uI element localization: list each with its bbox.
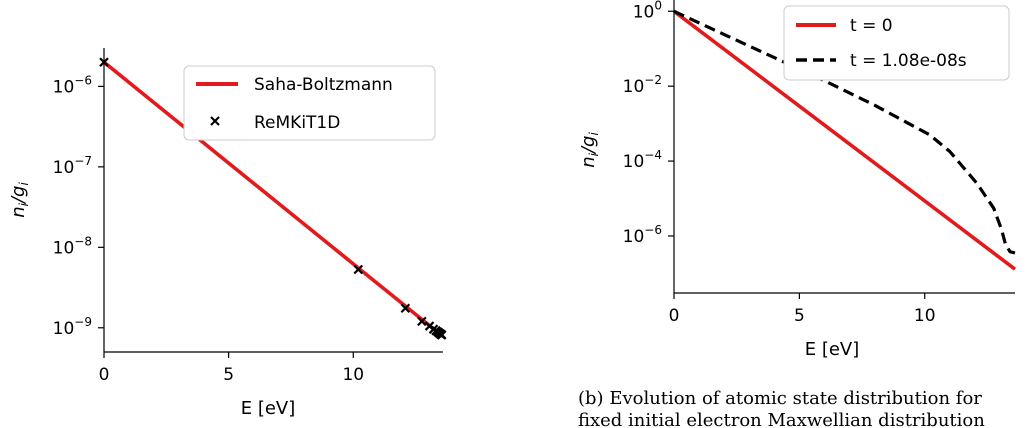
caption-line-2: fixed initial electron Maxwellian distri… [578, 410, 985, 428]
right-chart: 0 5 10 100 10−2 10−4 10−6 E [eV] ni/gi t = 0 t… [578, 0, 1017, 360]
right-ticks: 0 5 10 100 10−2 10−4 10−6 [623, 0, 936, 326]
left-legend: Saha-Boltzmann ReMKiT1D [183, 65, 436, 141]
caption-text-1: Evolution of atomic state distribution f… [609, 388, 982, 409]
left-series-line-0 [102, 60, 445, 338]
right-y-tick-label: 10−2 [623, 73, 662, 97]
right-legend-label-t1: t = 1.08e-08s [850, 51, 967, 71]
right-legend-label-t0: t = 0 [850, 16, 893, 36]
right-y-tick-label: 100 [633, 0, 662, 22]
right-x-tick-label: 10 [914, 306, 936, 326]
left-data-point-x-marker [436, 330, 447, 340]
left-x-tick-label: 0 [99, 365, 110, 385]
left-y-tick-label: 10−7 [53, 154, 92, 178]
left-chart: 0 5 10 10−6 10−7 10−8 10−9 E [eV] ni/gi Saha-B… [8, 48, 447, 419]
right-y-tick-label: 10−4 [623, 148, 662, 172]
right-y-axis-label: ni/gi [578, 132, 601, 168]
left-x-axis-label: E [eV] [241, 398, 296, 419]
right-x-tick-label: 0 [669, 306, 680, 326]
right-y-tick-label: 10−6 [623, 223, 662, 247]
left-y-tick-label: 10−8 [53, 234, 92, 258]
left-y-tick-label: 10−6 [53, 73, 92, 97]
right-x-tick-label: 5 [794, 306, 805, 326]
figure-caption: (b) Evolution of atomic state distributi… [578, 388, 1028, 428]
left-y-axis-label: ni/gi [8, 182, 31, 218]
left-y-tick-label: 10−9 [53, 315, 92, 339]
caption-line-1: (b) Evolution of atomic state distributi… [578, 388, 1028, 410]
left-series-layer [99, 57, 447, 340]
left-legend-swatch-remkit [210, 116, 220, 126]
right-legend: t = 0 t = 1.08e-08s [783, 5, 1010, 81]
left-data-point-x-marker [99, 57, 109, 67]
left-legend-box [183, 65, 436, 141]
right-series-line-1 [673, 9, 1016, 255]
right-series-line-0 [672, 9, 1017, 271]
left-legend-label-remkit: ReMKiT1D [254, 113, 340, 133]
left-data-point-x-marker [417, 316, 427, 327]
right-series-layer [672, 9, 1017, 271]
left-data-point-x-marker [400, 303, 411, 314]
caption-label: (b) [578, 388, 604, 409]
left-x-tick-label: 5 [223, 365, 234, 385]
left-ticks: 0 5 10 10−6 10−7 10−8 10−9 [53, 73, 364, 385]
right-legend-box [783, 5, 1010, 81]
left-data-point-x-marker [353, 264, 364, 275]
right-x-axis-label: E [eV] [805, 339, 860, 360]
left-legend-label-saha: Saha-Boltzmann [254, 75, 393, 95]
left-x-tick-label: 10 [342, 365, 364, 385]
